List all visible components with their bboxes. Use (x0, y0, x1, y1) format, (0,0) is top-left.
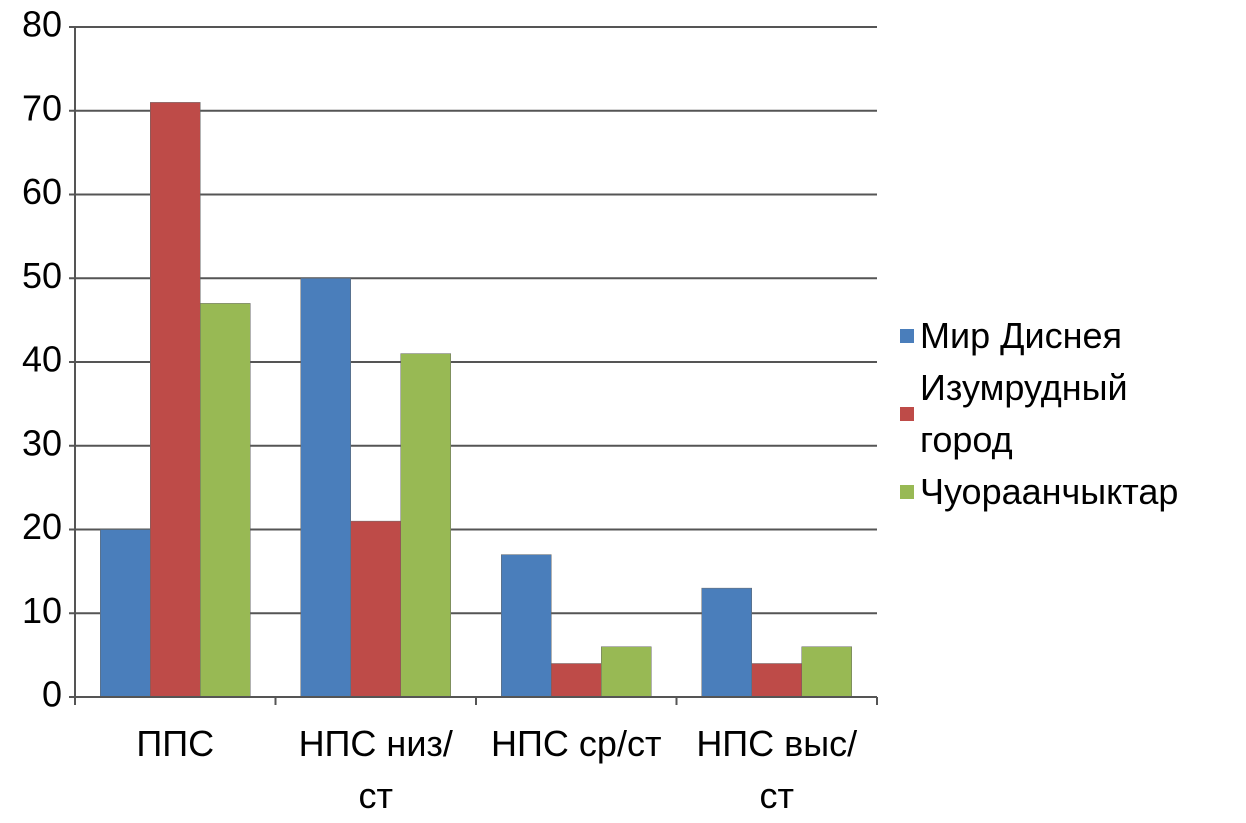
bar (551, 663, 602, 698)
y-tick-label: 60 (22, 171, 62, 212)
x-tick-label: НПС низ/ст (298, 723, 453, 816)
bar (150, 102, 201, 698)
legend-item: Чуораанчыктар (900, 466, 1240, 518)
legend-swatch (900, 329, 914, 343)
bar (801, 646, 852, 698)
legend-item: Мир Диснея (900, 310, 1240, 362)
legend-swatch (900, 407, 914, 421)
x-tick-label: ППС (136, 723, 215, 764)
x-tick-label: НПС выс/ст (696, 723, 858, 816)
bar (400, 353, 451, 698)
bar (100, 529, 151, 698)
x-tick-label: НПС ср/ст (491, 723, 662, 764)
bar (701, 587, 752, 698)
y-tick-label: 20 (22, 506, 62, 547)
legend-label: Мир Диснея (920, 315, 1123, 356)
bar (601, 646, 652, 698)
bar (501, 554, 552, 698)
y-tick-label: 30 (22, 422, 62, 463)
y-tick-label: 70 (22, 87, 62, 128)
y-tick-label: 50 (22, 255, 62, 296)
y-tick-label: 80 (22, 4, 62, 45)
bar (200, 303, 251, 698)
legend-item: Изумрудный город (900, 362, 1240, 466)
bar (751, 663, 802, 698)
legend: Мир Диснея Изумрудный город Чуораанчыктар (900, 310, 1240, 518)
y-tick-label: 0 (42, 674, 62, 715)
legend-swatch (900, 485, 914, 499)
bar (300, 278, 351, 698)
y-tick-label: 10 (22, 590, 62, 631)
bar (350, 520, 401, 698)
y-tick-label: 40 (22, 339, 62, 380)
legend-label: Чуораанчыктар (920, 471, 1179, 512)
legend-label: Изумрудный город (920, 367, 1128, 460)
